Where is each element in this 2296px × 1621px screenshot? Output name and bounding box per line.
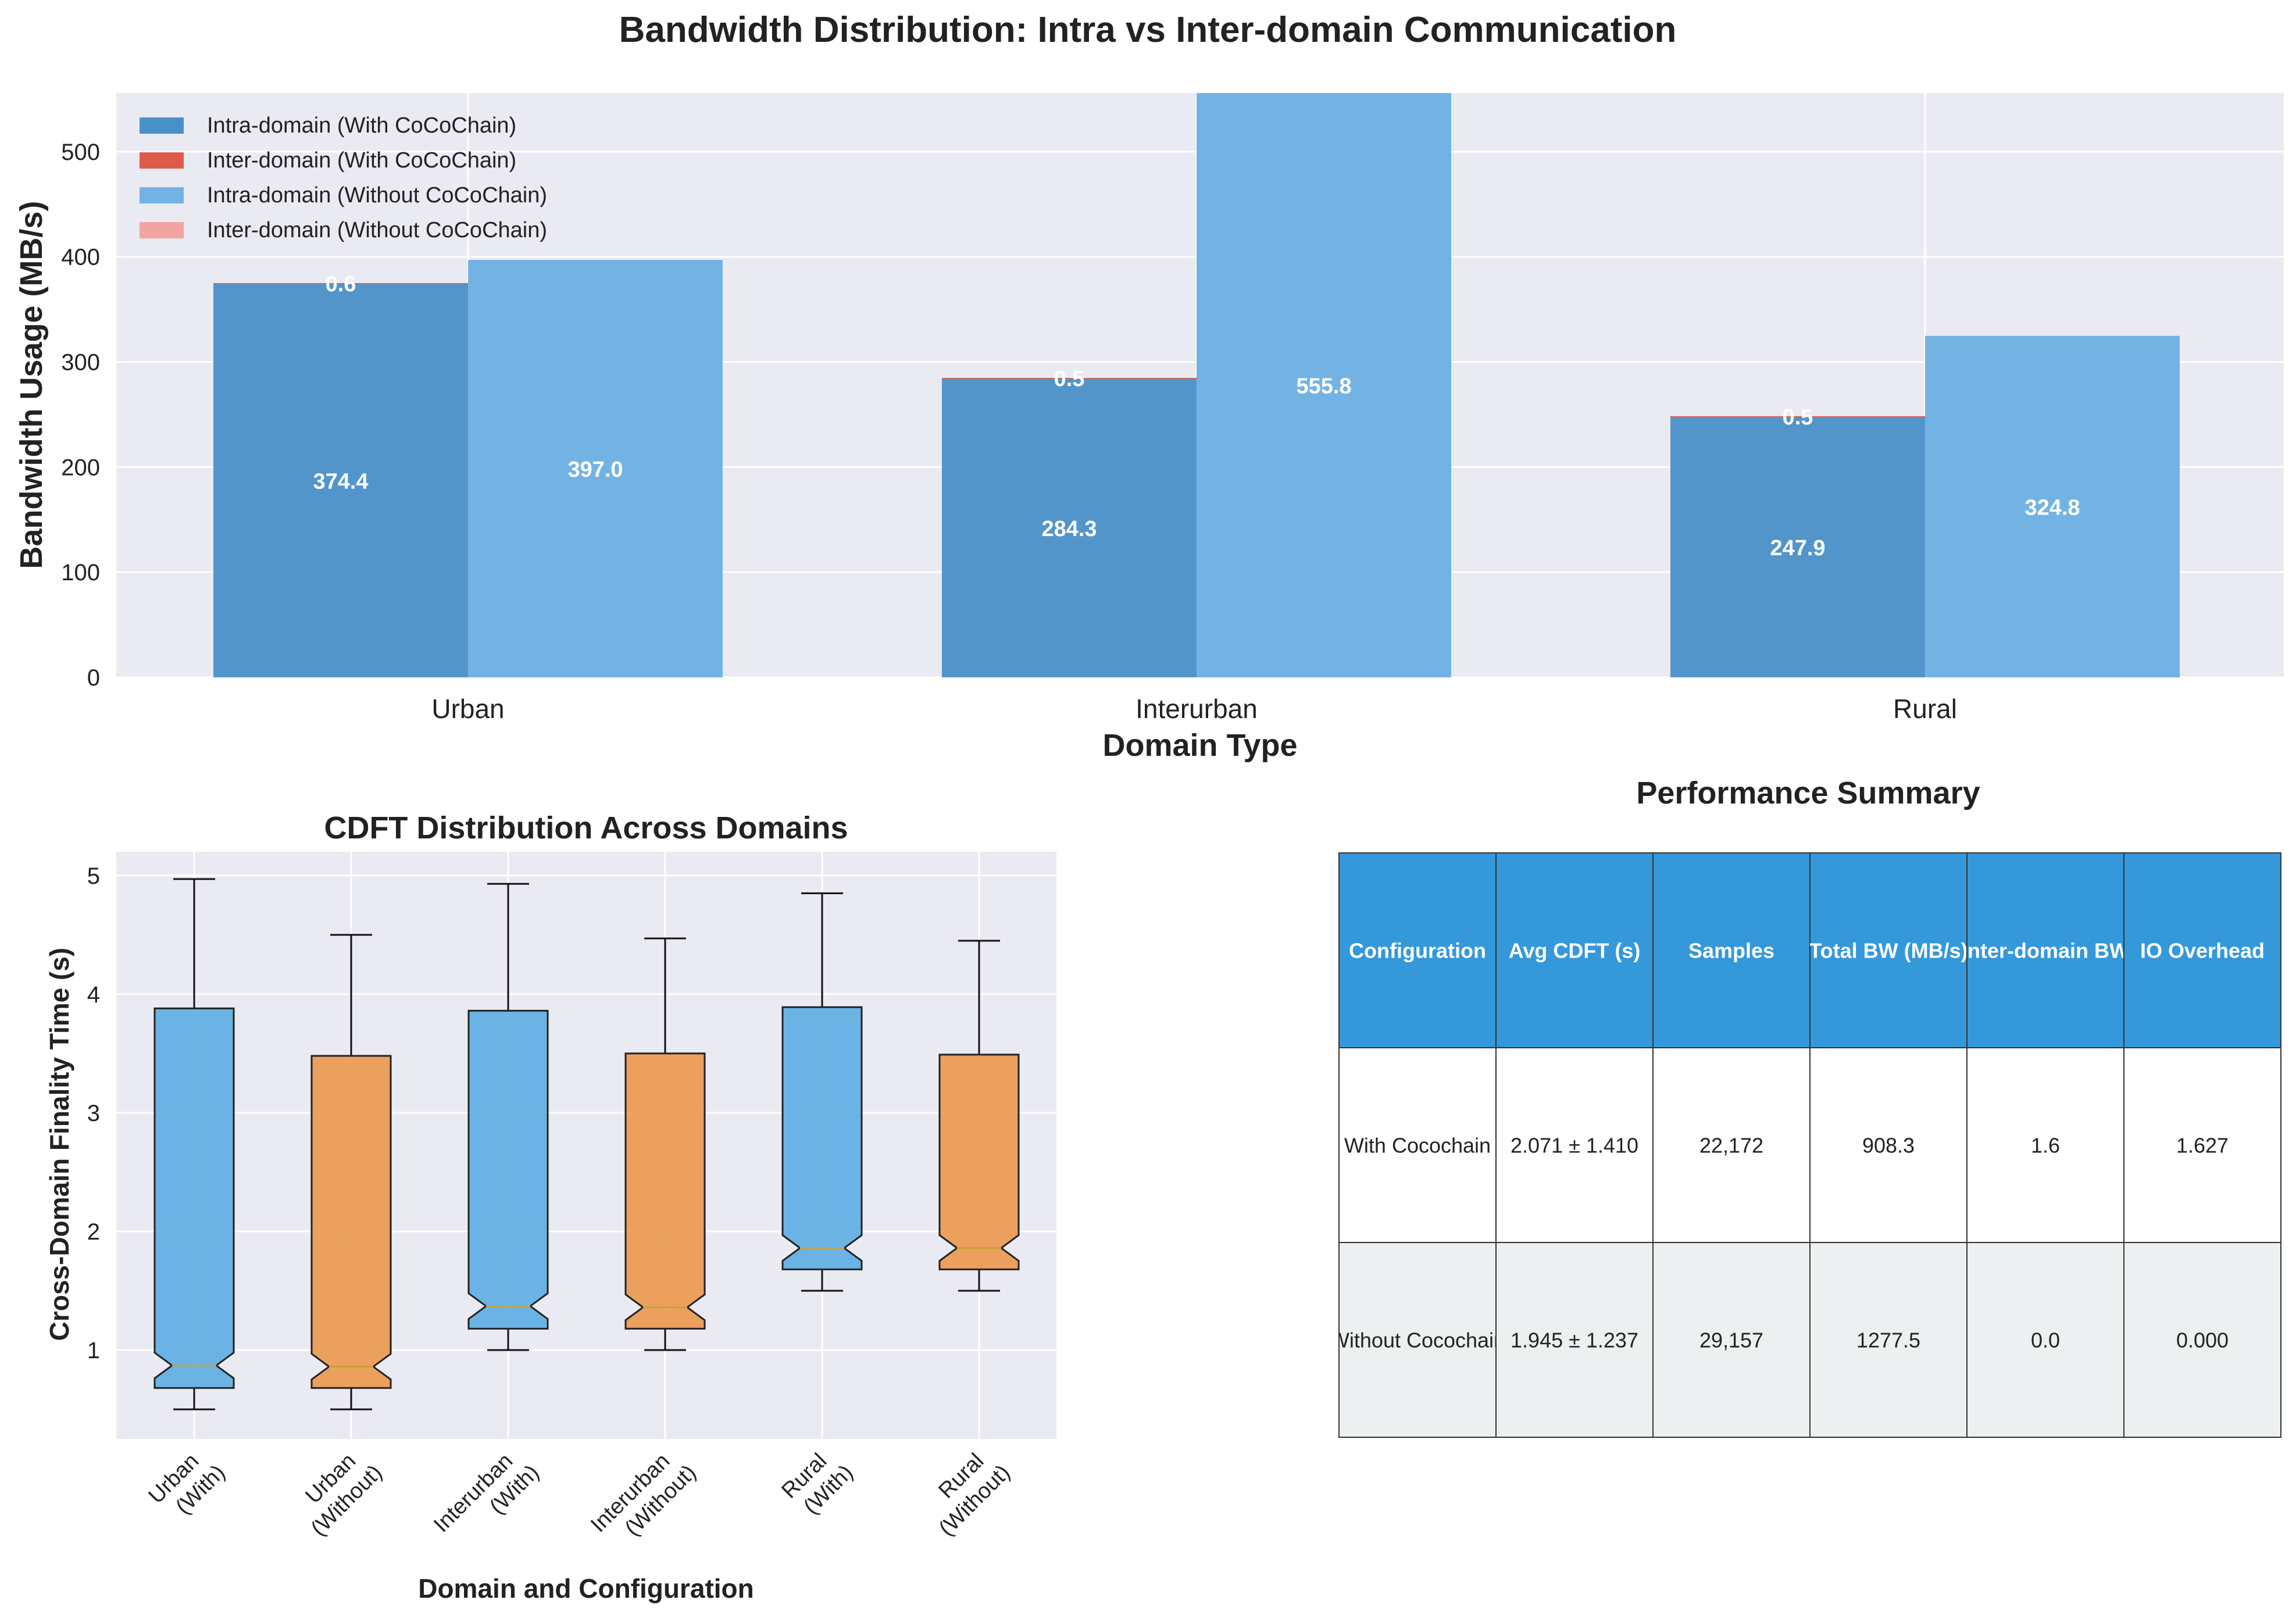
bar-intra-without <box>1197 93 1451 677</box>
table-cell <box>2123 1242 2281 1438</box>
bar-intra-with <box>213 284 468 677</box>
box-ytick-label: 1 <box>87 1338 100 1363</box>
table-cell <box>1809 1047 1968 1243</box>
box-body <box>310 1055 392 1389</box>
bar-ytick-label: 200 <box>61 455 100 480</box>
bar-value-label: 0.6 <box>326 272 356 297</box>
bar-value-label: 555.8 <box>1296 374 1351 399</box>
legend-entry: Inter-domain (Without CoCoChain) <box>207 218 547 242</box>
bar-chart-ylabel: Bandwidth Usage (MB/s) <box>14 201 49 569</box>
box-ytick-label: 2 <box>87 1219 100 1245</box>
table-cell <box>1495 1047 1654 1243</box>
table-cell-value: 0.0 <box>2031 1329 2060 1352</box>
bar-intra-with <box>1670 416 1925 677</box>
figure-title: Bandwidth Distribution: Intra vs Inter-d… <box>619 10 1677 50</box>
table-cell <box>1809 1242 1968 1438</box>
bar-ytick-label: 100 <box>61 560 100 585</box>
legend-entry: Intra-domain (Without CoCoChain) <box>207 183 547 208</box>
table-cell <box>2123 1047 2281 1243</box>
legend-swatch <box>140 222 184 238</box>
bar-value-label: 374.4 <box>313 470 368 494</box>
table-header-label: Avg CDFT (s) <box>1509 939 1641 963</box>
box-body <box>938 1054 1020 1270</box>
box-body <box>467 1009 549 1330</box>
legend-swatch <box>140 117 184 134</box>
table-title: Performance Summary <box>1636 776 1980 810</box>
table-cell-value: Without Cocochain <box>1330 1329 1505 1352</box>
bar-value-label: 397.0 <box>567 458 623 482</box>
table-cell-value: 29,157 <box>1699 1329 1763 1352</box>
bar-xtick-label: Urban <box>431 694 504 724</box>
legend-swatch <box>140 152 184 169</box>
legend-entry: Intra-domain (With CoCoChain) <box>207 113 516 138</box>
table-cell-value: 0.000 <box>2176 1329 2229 1352</box>
table-cell-value: 1.6 <box>2031 1134 2060 1158</box>
table-cell-value: With Cocochain <box>1344 1134 1491 1158</box>
table-cell <box>1338 1047 1497 1243</box>
table-header-cell <box>1495 852 1654 1048</box>
bar-inter-with <box>1670 416 1925 417</box>
table-cell-value: 1277.5 <box>1856 1329 1920 1352</box>
table-cell-value: 908.3 <box>1862 1134 1915 1158</box>
table-cell <box>1966 1242 2124 1438</box>
table-cell <box>1652 1242 1811 1438</box>
table-cell-value: 22,172 <box>1699 1134 1763 1158</box>
box-ytick-label: 3 <box>87 1101 100 1126</box>
bar-value-label: 247.9 <box>1770 536 1825 560</box>
bar-inter-with <box>213 283 468 284</box>
bar-xtick-label: Interurban <box>1135 694 1258 724</box>
table-header-label: Total BW (MB/s) <box>1809 939 1968 963</box>
bar-ytick-label: 300 <box>61 350 100 376</box>
performance-summary-table: Performance Summary Configuration Avg CDF… <box>1330 776 2281 1438</box>
bar-intra-without <box>1925 335 2180 677</box>
box-plot-title: CDFT Distribution Across Domains <box>324 810 848 845</box>
bar-intra-without <box>468 260 723 678</box>
table-cell-value: 2.071 ± 1.410 <box>1511 1134 1638 1158</box>
table-header-cell <box>2123 852 2281 1048</box>
box-plot-xlabel: Domain and Configuration <box>418 1573 754 1604</box>
legend-entry: Inter-domain (With CoCoChain) <box>207 148 516 173</box>
table-header-cell <box>1652 852 1811 1048</box>
box-body <box>624 1052 706 1330</box>
table-cell-value: 1.945 ± 1.237 <box>1511 1329 1638 1352</box>
bar-value-label: 324.8 <box>2024 495 2080 520</box>
bar-intra-with <box>942 378 1197 677</box>
table-header-cell <box>1809 852 1968 1048</box>
bar-value-label: 0.5 <box>1783 405 1813 430</box>
table-header-label: Configuration <box>1349 939 1486 963</box>
box-ytick-label: 5 <box>87 863 100 889</box>
bar-chart-legend: Intra-domain (With CoCoChain) Inter-domai… <box>140 113 547 242</box>
table-header-label: Samples <box>1688 939 1774 963</box>
box-body <box>781 1006 863 1270</box>
table-cell-value: 1.627 <box>2176 1134 2229 1158</box>
bar-value-label: 284.3 <box>1041 517 1097 541</box>
box-ytick-label: 4 <box>87 982 100 1008</box>
bar-ytick-label: 500 <box>61 140 100 165</box>
bar-value-label: 0.5 <box>1054 367 1085 391</box>
box-body <box>153 1007 235 1389</box>
table-cell <box>1652 1047 1811 1243</box>
table-header-label: Inter-domain BW <box>1962 939 2129 963</box>
bar-inter-with <box>942 378 1197 379</box>
bar-chart-xlabel: Domain Type <box>1102 728 1297 763</box>
box-plot-ylabel: Cross-Domain Finality Time (s) <box>44 948 74 1341</box>
bar-ytick-label: 400 <box>61 245 100 270</box>
table-header-cell <box>1966 852 2124 1048</box>
table-cell <box>1338 1242 1497 1438</box>
table-cell <box>1495 1242 1654 1438</box>
bar-xtick-label: Rural <box>1893 694 1957 724</box>
table-header-label: IO Overhead <box>2140 939 2265 963</box>
bar-ytick-label: 0 <box>87 665 100 691</box>
legend-swatch <box>140 187 184 203</box>
table-cell <box>1966 1047 2124 1243</box>
